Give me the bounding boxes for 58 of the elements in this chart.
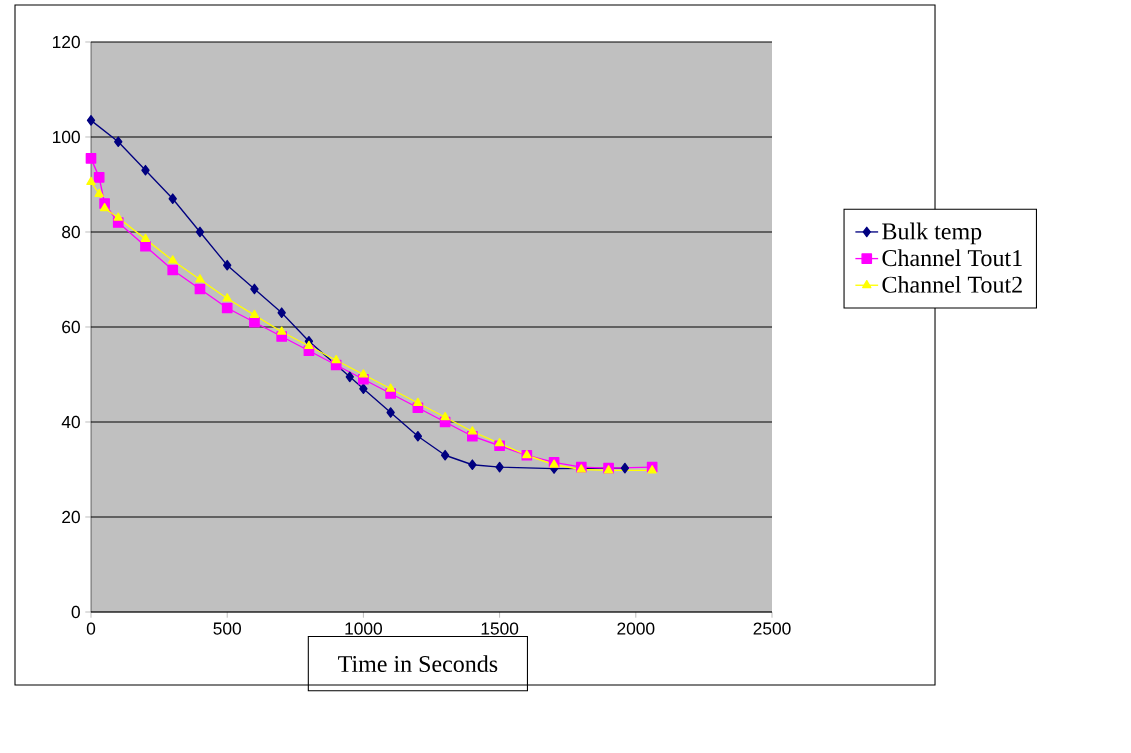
x-tick-label: 500 (213, 622, 241, 635)
point (413, 397, 423, 406)
point (195, 274, 205, 283)
y-tick-label: 100 (53, 130, 80, 144)
x-tick-label: 2000 (617, 622, 655, 635)
point (86, 176, 96, 186)
point (99, 202, 110, 212)
legend-label: Channel Tout1 (882, 249, 1022, 267)
point (386, 407, 395, 418)
x-tick-label: 1500 (481, 622, 519, 635)
point (222, 293, 232, 302)
point (113, 212, 123, 221)
point (345, 371, 354, 383)
point (140, 240, 151, 252)
point (620, 462, 630, 474)
point (195, 226, 205, 238)
point (304, 340, 314, 349)
point (168, 255, 178, 264)
point (277, 307, 286, 319)
y-tick-label: 0 (71, 605, 80, 619)
point (249, 309, 260, 319)
point (276, 326, 287, 335)
point (114, 136, 123, 148)
y-tick-label: 80 (62, 225, 80, 239)
y-tick-label: 60 (62, 320, 80, 334)
point (250, 283, 259, 295)
x-axis-title: Time in Seconds (338, 655, 498, 673)
y-tick-label: 120 (53, 35, 80, 49)
point (93, 172, 105, 183)
legend-label: Channel Tout2 (882, 275, 1022, 293)
point (495, 461, 504, 473)
point (385, 383, 396, 392)
point (141, 164, 150, 176)
point (85, 153, 97, 164)
legend-label: Bulk temp (882, 222, 982, 245)
point (86, 115, 96, 126)
point (140, 233, 151, 243)
x-tick-label: 1000 (345, 622, 383, 635)
point (249, 316, 260, 328)
point (494, 438, 505, 447)
point (359, 383, 368, 395)
point (647, 465, 657, 474)
x-tick-label: 2500 (753, 622, 791, 635)
point (221, 302, 233, 314)
point (358, 369, 369, 378)
y-tick-label: 20 (62, 510, 80, 524)
point (413, 430, 423, 442)
point (167, 264, 179, 276)
point (440, 449, 450, 461)
point (467, 426, 478, 435)
point (94, 188, 104, 197)
point (440, 411, 450, 421)
x-tick-label: 0 (86, 622, 96, 635)
y-tick-label: 40 (61, 415, 80, 429)
point (331, 354, 341, 364)
point (468, 459, 477, 471)
point (223, 259, 232, 271)
point (168, 193, 177, 205)
